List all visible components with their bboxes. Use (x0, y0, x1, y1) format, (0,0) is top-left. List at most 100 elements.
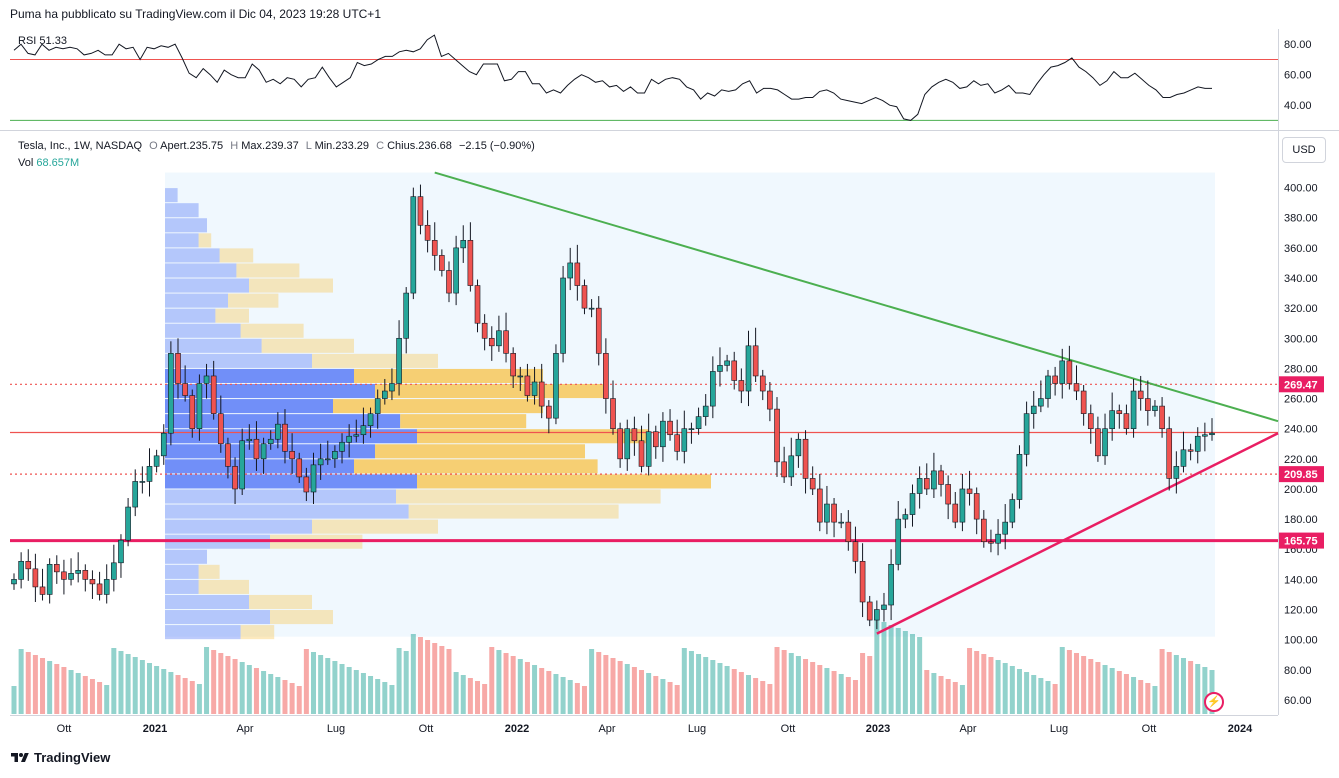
volume-profile-down-bar (375, 383, 606, 399)
volume-bar (1088, 659, 1094, 714)
candle-body (916, 478, 923, 494)
volume-bar (631, 667, 637, 714)
candle-body (731, 360, 738, 381)
candle-body (717, 365, 723, 372)
candle-body (360, 425, 367, 436)
candle-body (1009, 499, 1016, 523)
candle-body (1166, 428, 1173, 479)
tradingview-footer[interactable]: TradingView (10, 750, 110, 765)
volume-bar (417, 637, 423, 714)
candle-body (1130, 390, 1137, 429)
candle-body (39, 586, 46, 595)
volume-bar (111, 648, 117, 714)
volume-bar (717, 663, 723, 714)
volume-bar (196, 684, 202, 714)
candle-body (759, 375, 766, 392)
volume-profile-down-bar (270, 610, 333, 625)
volume-bar (289, 683, 295, 714)
volume-profile-up-bar (165, 474, 417, 489)
volume-bar (1180, 658, 1186, 714)
volume-bar (888, 625, 894, 714)
volume-bar (325, 658, 331, 714)
volume-profile-down-bar (228, 293, 279, 308)
volume-bar (346, 667, 352, 714)
volume-bar (938, 676, 944, 714)
volume-bar (917, 637, 923, 714)
candle-body (1016, 454, 1023, 500)
candle-body (895, 518, 902, 565)
candle-body (11, 579, 17, 585)
volume-bar (1038, 678, 1044, 714)
candle-body (1095, 428, 1101, 457)
volume-bar (496, 650, 502, 714)
volume-profile-up-bar (165, 368, 354, 383)
volume-profile-up-bar (165, 203, 199, 218)
volume-bar (532, 665, 538, 714)
published-header: Puma ha pubblicato su TradingView.com il… (10, 7, 381, 21)
tradingview-logo-icon (11, 752, 29, 762)
candle-body (417, 196, 424, 226)
candle-body (510, 353, 516, 377)
volume-bar (967, 648, 973, 714)
candle-body (431, 240, 438, 256)
candle-body (745, 345, 752, 392)
volume-bar (810, 662, 816, 714)
candle-body (631, 428, 638, 442)
candle-body (988, 541, 994, 544)
candle-body (1045, 375, 1051, 399)
currency-button[interactable]: USD (1282, 137, 1326, 163)
candle-body (581, 285, 588, 309)
volume-bar (738, 672, 744, 714)
volume-bar (1116, 671, 1122, 714)
volume-bar (710, 660, 716, 714)
volume-bar (1109, 668, 1115, 714)
candle-body (588, 307, 595, 310)
candle-body (82, 570, 89, 580)
volume-bar (1059, 647, 1065, 714)
flash-icon[interactable]: ⚡ (1204, 692, 1224, 712)
volume-bar (845, 677, 851, 714)
volume-bar (275, 677, 281, 714)
time-tick-label: Ott (1142, 723, 1157, 735)
volume-bar (146, 663, 152, 714)
time-tick-label: Lug (688, 723, 706, 735)
volume-bar (382, 682, 388, 714)
volume-bar (824, 668, 830, 714)
volume-profile-down-bar (261, 338, 354, 353)
candle-body (638, 440, 645, 467)
candle-body (866, 601, 873, 621)
candle-body (774, 408, 780, 463)
candle-body (410, 196, 417, 294)
volume-profile-up-bar (165, 489, 396, 504)
candle-body (660, 420, 666, 448)
candle-body (1194, 435, 1201, 452)
price-tick-label: 320.00 (1284, 303, 1318, 315)
candle-body (923, 478, 930, 490)
candle-body (838, 521, 844, 524)
candle-body (253, 438, 260, 460)
volume-bar (1173, 655, 1179, 714)
candle-body (446, 270, 452, 294)
candle-body (538, 381, 545, 407)
volume-bar (517, 659, 523, 714)
volume-bar (910, 634, 915, 714)
volume-bar (246, 665, 252, 714)
volume-profile-down-bar (198, 579, 249, 594)
symbol-title[interactable]: Tesla, Inc., 1W, NASDAQ (18, 140, 143, 152)
candle-body (567, 262, 574, 279)
candle-body (1145, 398, 1151, 411)
candle-body (931, 470, 937, 490)
candle-body (439, 255, 445, 271)
candle-body (1123, 413, 1130, 429)
pane-separator (0, 130, 1339, 131)
volume-bar (175, 675, 181, 714)
time-axis-border (10, 715, 1278, 716)
candle-body (374, 398, 381, 414)
volume-bar (125, 654, 131, 714)
volume-bar (874, 619, 880, 714)
volume-bar (482, 684, 488, 714)
volume-bar (446, 649, 452, 714)
candle-body (46, 564, 53, 595)
candle-body (688, 428, 695, 430)
